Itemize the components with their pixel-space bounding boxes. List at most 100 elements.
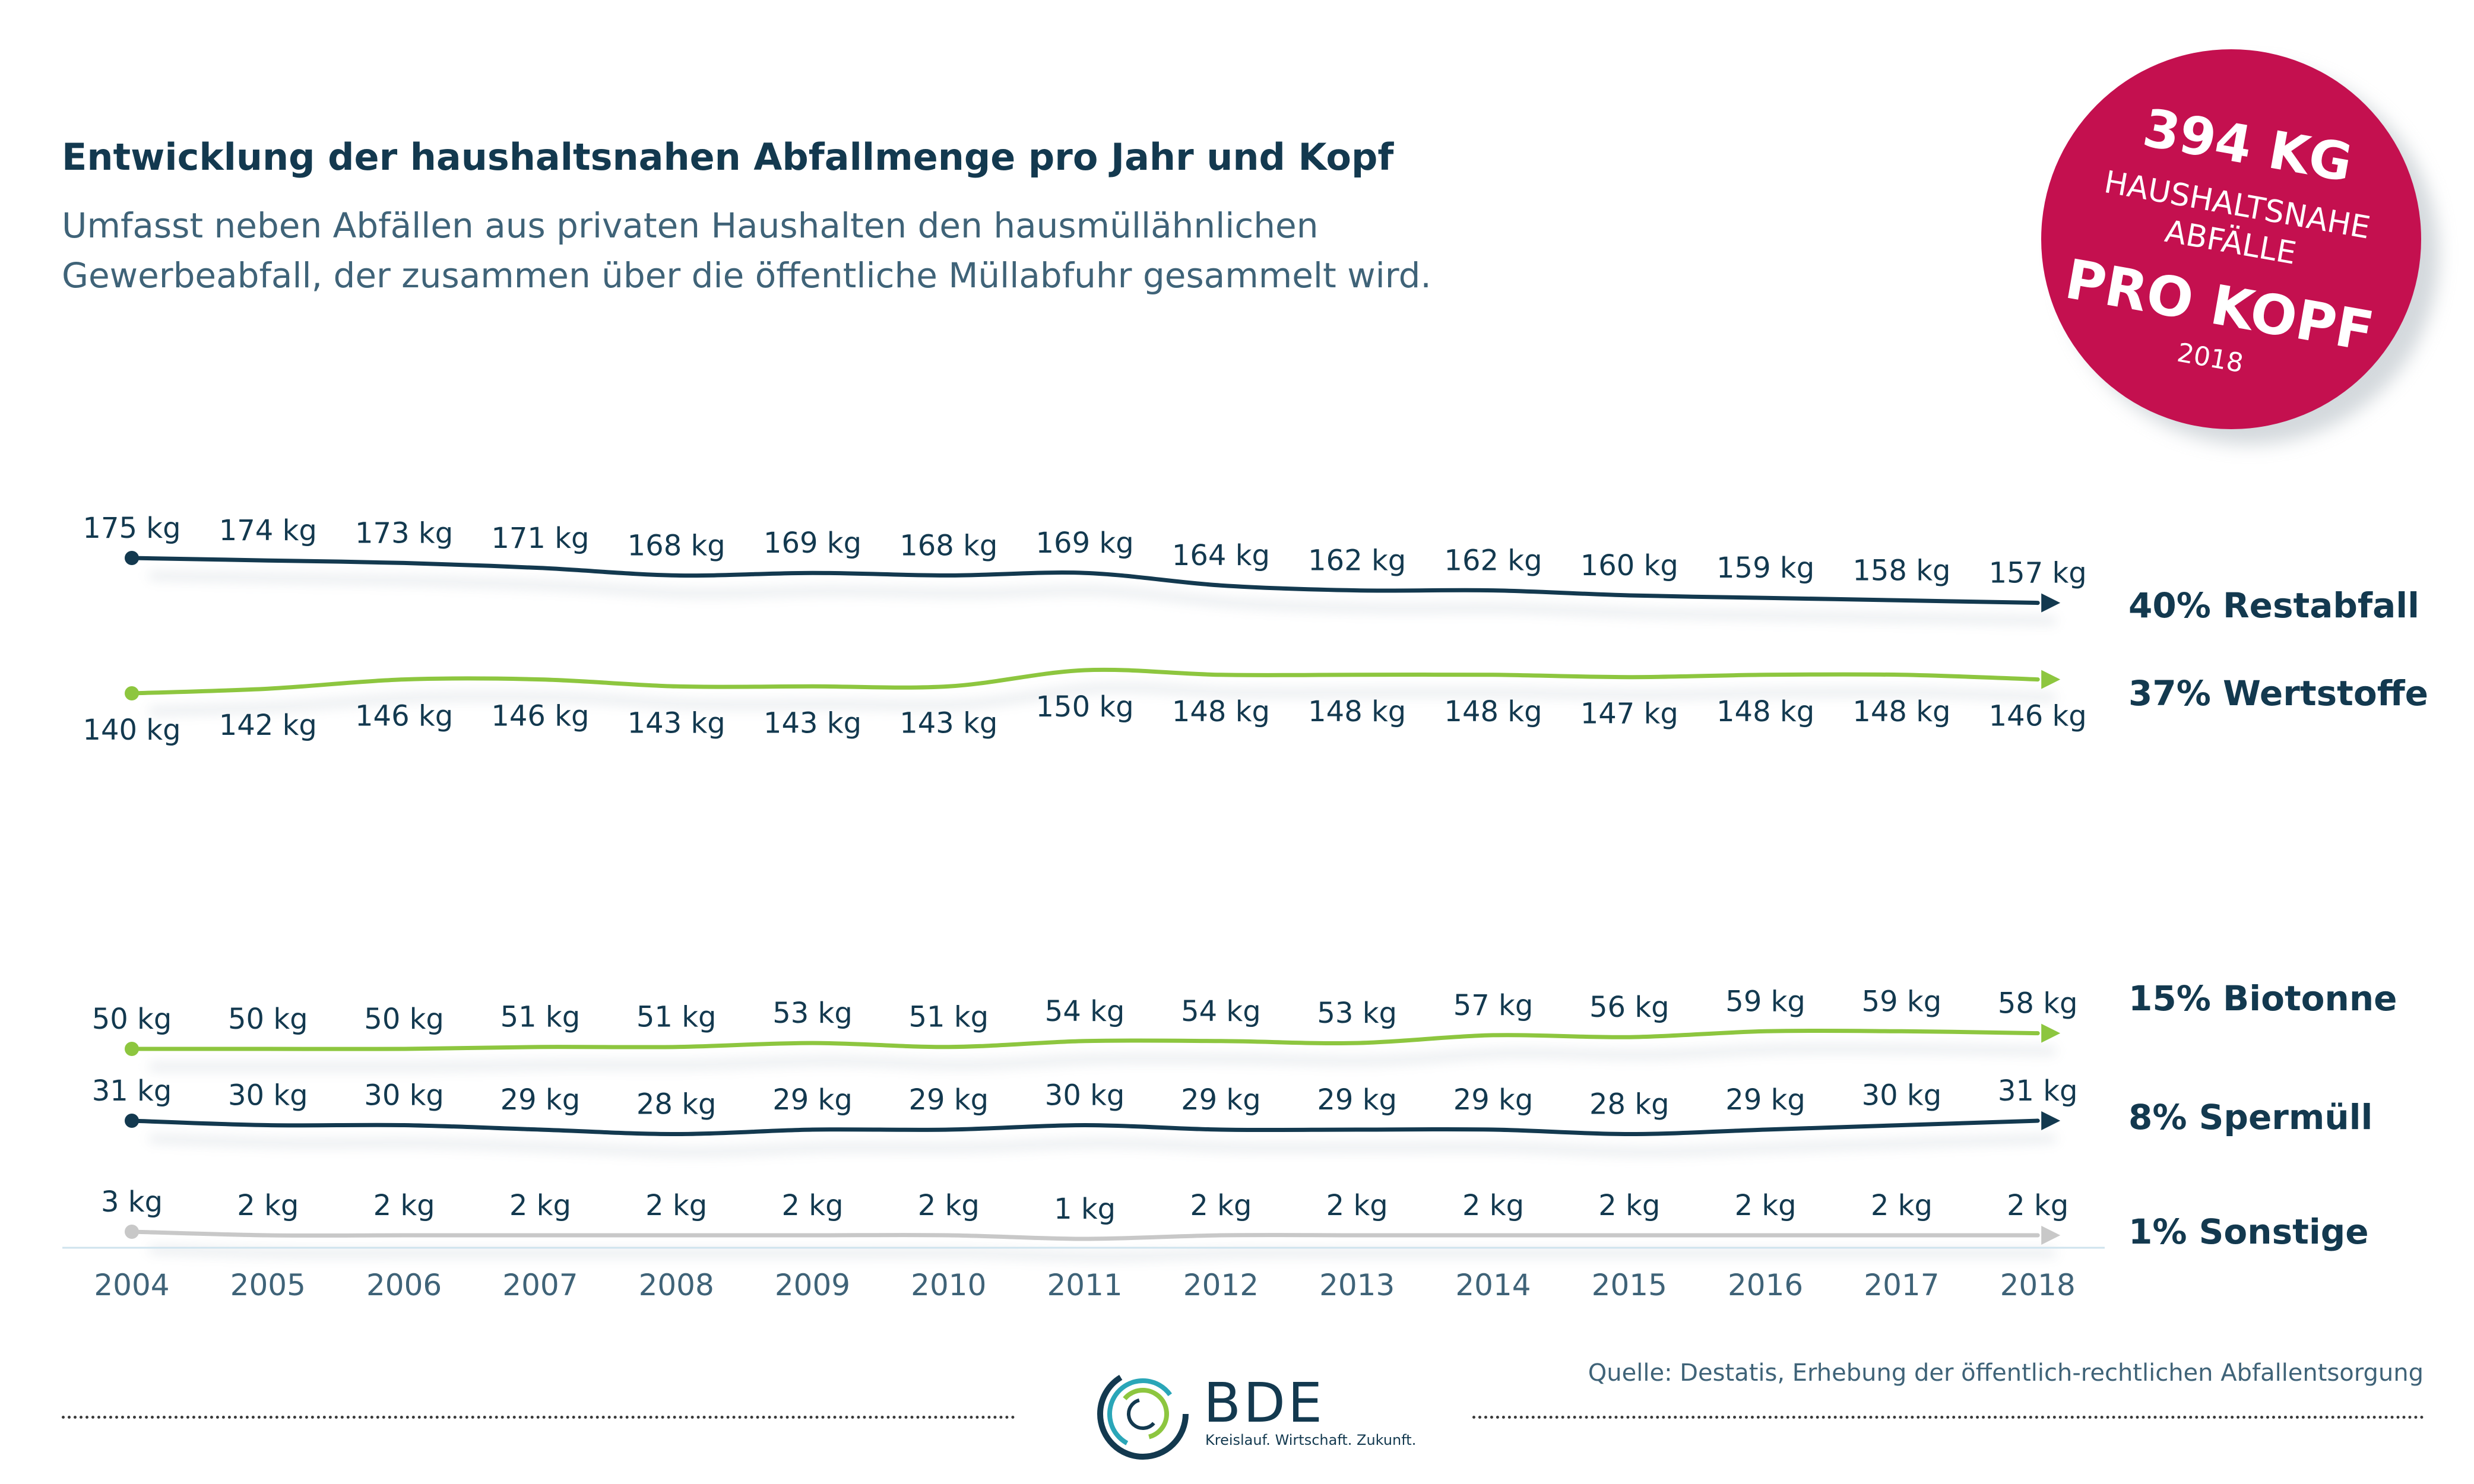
data-label: 174 kg bbox=[219, 514, 317, 547]
data-label: 50 kg bbox=[364, 1003, 444, 1036]
data-label: 148 kg bbox=[1172, 695, 1270, 728]
bde-logo-text: BDE bbox=[1203, 1371, 1325, 1435]
data-label: 54 kg bbox=[1181, 995, 1261, 1028]
series-shadow bbox=[149, 1247, 2056, 1260]
data-label: 54 kg bbox=[1045, 995, 1125, 1028]
footer-divider-right bbox=[1472, 1416, 2424, 1419]
series-line bbox=[129, 556, 2040, 605]
series-shadows bbox=[149, 573, 2056, 1260]
x-tick-label: 2010 bbox=[911, 1268, 986, 1302]
data-label: 146 kg bbox=[491, 700, 589, 733]
chart-subtitle: Umfasst neben Abfällen aus privaten Haus… bbox=[62, 201, 1487, 300]
series-name-label: 1% Sonstige bbox=[2128, 1212, 2369, 1252]
data-label: 143 kg bbox=[628, 706, 726, 740]
data-label: 30 kg bbox=[1862, 1079, 1942, 1112]
series-name-label: 15% Biotonne bbox=[2128, 978, 2397, 1019]
data-label: 2 kg bbox=[645, 1189, 707, 1222]
data-label: 148 kg bbox=[1308, 695, 1406, 728]
x-tick-label: 2018 bbox=[2000, 1268, 2076, 1302]
series-line bbox=[129, 1028, 2040, 1051]
data-label: 29 kg bbox=[1725, 1083, 1805, 1117]
data-label: 2 kg bbox=[2007, 1189, 2068, 1222]
series-name-label: 40% Restabfall bbox=[2128, 585, 2419, 626]
series-end-arrow bbox=[2041, 1111, 2061, 1130]
data-label: 175 kg bbox=[83, 512, 180, 545]
data-label: 50 kg bbox=[228, 1003, 308, 1036]
data-label: 168 kg bbox=[628, 529, 726, 562]
series-end-arrow bbox=[2041, 1023, 2061, 1043]
series-shadow bbox=[149, 1136, 2056, 1155]
x-tick-label: 2014 bbox=[1455, 1268, 1531, 1302]
series-start-point bbox=[125, 1042, 139, 1056]
data-label: 148 kg bbox=[1852, 695, 1950, 728]
series-line bbox=[129, 1118, 2040, 1137]
data-label: 2 kg bbox=[1462, 1189, 1524, 1222]
data-label: 29 kg bbox=[1453, 1083, 1534, 1117]
x-tick-label: 2011 bbox=[1047, 1268, 1122, 1302]
data-label: 162 kg bbox=[1444, 544, 1542, 578]
data-label: 31 kg bbox=[1998, 1074, 2078, 1108]
data-label: 29 kg bbox=[1317, 1083, 1397, 1117]
data-label: 147 kg bbox=[1580, 697, 1678, 731]
data-label: 2 kg bbox=[509, 1189, 571, 1222]
data-label: 150 kg bbox=[1036, 690, 1134, 724]
bde-logo-tagline: Kreislauf. Wirtschaft. Zukunft. bbox=[1205, 1432, 1417, 1448]
data-label: 2 kg bbox=[1598, 1189, 1660, 1222]
data-label: 159 kg bbox=[1716, 551, 1814, 585]
data-label: 1 kg bbox=[1054, 1193, 1116, 1226]
series-name-label: 37% Wertstoffe bbox=[2128, 673, 2428, 714]
data-label: 59 kg bbox=[1862, 985, 1942, 1018]
data-label: 2 kg bbox=[1735, 1189, 1797, 1222]
data-label: 29 kg bbox=[908, 1083, 989, 1117]
x-tick-label: 2015 bbox=[1592, 1268, 1667, 1302]
data-label: 29 kg bbox=[500, 1083, 581, 1117]
series-end-arrow bbox=[2041, 593, 2061, 613]
data-label: 169 kg bbox=[764, 527, 861, 560]
data-label: 157 kg bbox=[1989, 557, 2087, 590]
data-label: 2 kg bbox=[1326, 1189, 1388, 1222]
data-label: 2 kg bbox=[237, 1189, 299, 1222]
x-tick-label: 2004 bbox=[94, 1268, 169, 1302]
data-label: 158 kg bbox=[1852, 554, 1950, 587]
x-tick-label: 2007 bbox=[502, 1268, 578, 1302]
value-labels: 175 kg 174 kg 173 kg 171 kg 168 kg 169 kg 168 … bbox=[83, 512, 2086, 1226]
series-legend: 40% Restabfall 37% Wertstoffe 15% Biotonne… bbox=[2128, 585, 2428, 1252]
x-tick-label: 2016 bbox=[1728, 1268, 1803, 1302]
data-label: 29 kg bbox=[1181, 1083, 1261, 1117]
data-label: 30 kg bbox=[1045, 1079, 1125, 1112]
subtitle-line-1: Umfasst neben Abfällen aus privaten Haus… bbox=[62, 205, 1319, 246]
data-label: 51 kg bbox=[500, 1001, 581, 1034]
data-label: 29 kg bbox=[772, 1083, 853, 1117]
data-label: 2 kg bbox=[373, 1189, 435, 1222]
total-badge: 394 KG HAUSHALTSNAHE ABFÄLLE PRO KOPF 20… bbox=[2041, 49, 2421, 429]
data-label: 2 kg bbox=[1871, 1189, 1933, 1222]
data-label: 146 kg bbox=[355, 700, 453, 733]
data-label: 160 kg bbox=[1580, 549, 1678, 582]
data-label: 169 kg bbox=[1036, 527, 1134, 560]
series-end-arrow bbox=[2041, 670, 2061, 689]
chart-title: Entwicklung der haushaltsnahen Abfallmen… bbox=[62, 135, 1394, 179]
series-layer bbox=[125, 551, 2061, 1245]
data-label: 173 kg bbox=[355, 516, 453, 550]
data-label: 148 kg bbox=[1444, 695, 1542, 728]
series-shadow bbox=[149, 684, 2056, 714]
footer-divider-left bbox=[62, 1416, 1015, 1419]
series-shadow bbox=[150, 1045, 2056, 1070]
data-label: 3 kg bbox=[101, 1185, 163, 1219]
series-start-point bbox=[125, 686, 139, 700]
x-tick-label: 2009 bbox=[775, 1268, 850, 1302]
x-tick-label: 2017 bbox=[1864, 1268, 1939, 1302]
series-shadow bbox=[149, 573, 2056, 624]
data-label: 171 kg bbox=[491, 522, 589, 555]
data-label: 58 kg bbox=[1998, 987, 2078, 1020]
data-label: 148 kg bbox=[1716, 695, 1814, 728]
x-tick-label: 2008 bbox=[639, 1268, 714, 1302]
series-line bbox=[129, 667, 2040, 696]
x-tick-label: 2013 bbox=[1319, 1268, 1395, 1302]
bde-logo-icon bbox=[1097, 1368, 1189, 1460]
x-axis-ticks: 2004 2005 2006 2007 2008 2009 2010 2011 2012 2013… bbox=[94, 1268, 2075, 1302]
source-note: Quelle: Destatis, Erhebung der öffentlic… bbox=[1588, 1359, 2424, 1387]
data-label: 28 kg bbox=[636, 1088, 717, 1121]
series-end-arrow bbox=[2041, 1226, 2061, 1245]
data-label: 30 kg bbox=[364, 1079, 444, 1112]
